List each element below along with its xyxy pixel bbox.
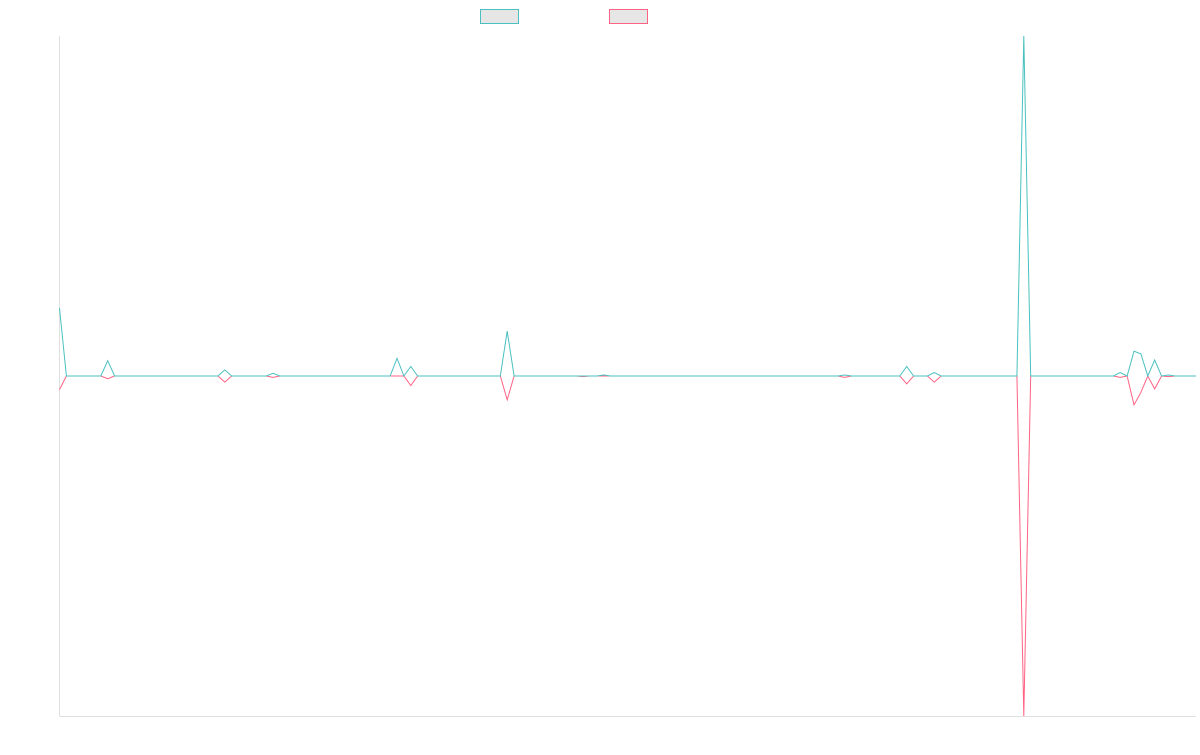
legend-swatch-series-2 — [609, 9, 648, 24]
legend-item-series-2[interactable] — [609, 9, 654, 24]
legend-swatch-series-1 — [480, 9, 519, 24]
chart-legend — [480, 9, 654, 24]
series-line-2 — [59, 374, 1196, 717]
series-line-1 — [59, 35, 1196, 378]
series-layer — [59, 35, 1196, 717]
legend-item-series-1[interactable] — [480, 9, 525, 24]
